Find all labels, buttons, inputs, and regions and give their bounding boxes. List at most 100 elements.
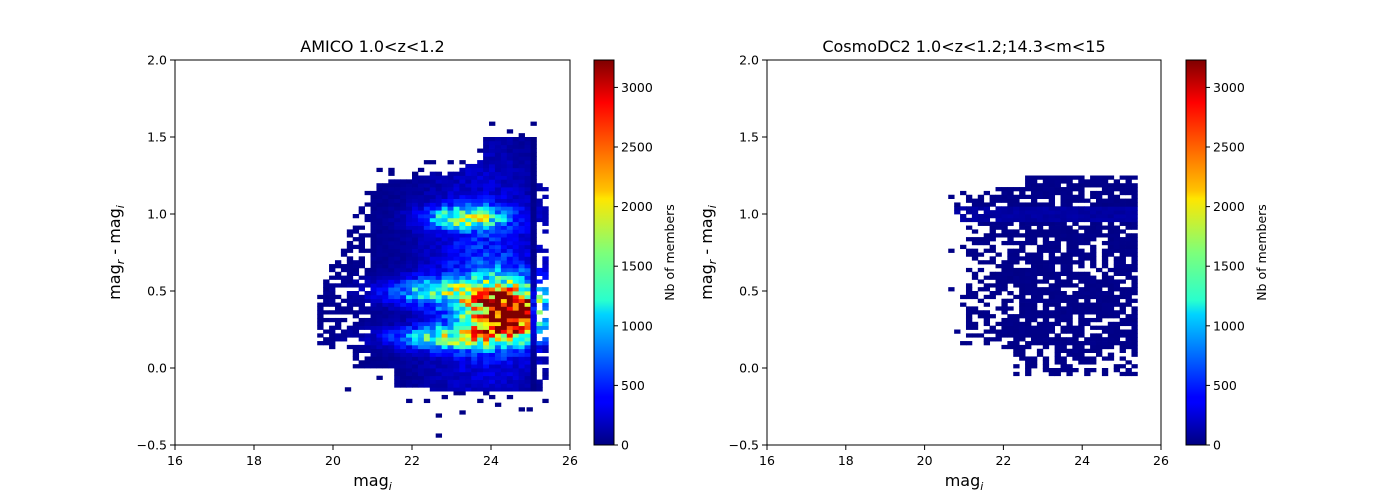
heatmap-cell (489, 148, 496, 153)
heatmap-cell (1072, 368, 1079, 373)
heatmap-cell (1030, 175, 1038, 180)
heatmap-cell (417, 325, 425, 330)
heatmap-cell (1131, 306, 1138, 311)
heatmap-cell (1084, 217, 1091, 223)
heatmap-cell (1036, 187, 1044, 192)
heatmap-cell (382, 264, 389, 269)
heatmap-cell (524, 140, 531, 146)
heatmap-cell (477, 314, 484, 319)
heatmap-cell (459, 344, 466, 350)
heatmap-cell (412, 302, 419, 307)
heatmap-cell (435, 360, 443, 365)
heatmap-cell (412, 267, 419, 273)
heatmap-cell (417, 244, 425, 250)
heatmap-cell (435, 368, 443, 373)
heatmap-cell (459, 267, 466, 273)
heatmap-cell (400, 329, 407, 334)
heatmap-cell (524, 298, 531, 303)
heatmap-cell (1019, 287, 1026, 292)
x-tick-label: 16 (759, 453, 775, 468)
heatmap-cell (536, 379, 543, 384)
heatmap-cell (435, 341, 443, 346)
heatmap-cell (400, 252, 407, 257)
heatmap-cell (406, 183, 413, 188)
heatmap-cell (471, 163, 478, 169)
heatmap-cell (465, 179, 472, 184)
heatmap-cell (1036, 229, 1044, 234)
heatmap-cell (435, 356, 443, 361)
heatmap-cell (400, 302, 407, 307)
heatmap-cell (1036, 287, 1044, 292)
heatmap-cell (429, 306, 437, 311)
heatmap-cell (512, 279, 520, 284)
heatmap-cell (542, 348, 549, 353)
heatmap-cell (471, 314, 478, 319)
heatmap-cell (1007, 271, 1014, 276)
heatmap-cell (465, 375, 472, 380)
heatmap-cell (334, 275, 342, 280)
heatmap-cell (965, 217, 973, 223)
heatmap-cell (1066, 260, 1073, 265)
heatmap-cell (441, 175, 448, 180)
heatmap-cell (376, 341, 383, 346)
heatmap-cell (983, 206, 991, 211)
heatmap-cell (489, 225, 496, 230)
heatmap-cell (494, 329, 502, 334)
heatmap-cell (965, 333, 973, 338)
heatmap-cell (1131, 233, 1138, 238)
heatmap-cell (1048, 337, 1056, 342)
heatmap-cell (441, 368, 448, 373)
heatmap-cell (382, 348, 389, 353)
heatmap-cell (346, 310, 354, 315)
heatmap-cell (1054, 229, 1061, 234)
heatmap-cell (1072, 233, 1079, 238)
heatmap-cell (429, 260, 437, 265)
heatmap-cell (971, 206, 979, 211)
heatmap-cell (382, 233, 389, 238)
heatmap-cell (1025, 233, 1032, 238)
heatmap-cell (489, 317, 496, 323)
heatmap-cell (960, 341, 967, 346)
heatmap-cell (423, 260, 431, 265)
heatmap-cell (406, 244, 413, 250)
heatmap-cell (1054, 298, 1061, 303)
heatmap-cell (429, 210, 437, 215)
heatmap-cell (494, 387, 502, 392)
heatmap-cell (1066, 202, 1073, 207)
heatmap-cell (1048, 175, 1056, 180)
heatmap-cell (358, 283, 365, 288)
heatmap-cell (1084, 225, 1091, 230)
heatmap-cell (412, 371, 419, 377)
heatmap-cell (1113, 271, 1121, 276)
heatmap-cell (471, 264, 478, 269)
heatmap-cell (1113, 244, 1121, 250)
heatmap-cell (471, 341, 478, 346)
heatmap-cell (1095, 314, 1103, 319)
heatmap-cell (1084, 368, 1091, 373)
heatmap-cell (1131, 210, 1138, 215)
heatmap-cell (340, 298, 348, 303)
heatmap-cell (1001, 260, 1008, 265)
heatmap-cell (447, 244, 454, 250)
heatmap-cell (1036, 321, 1044, 327)
heatmap-cell (1090, 341, 1097, 346)
heatmap-cell (1007, 298, 1014, 303)
heatmap-cell (1019, 217, 1026, 223)
heatmap-cell (435, 364, 443, 369)
heatmap-cell (512, 383, 520, 388)
heatmap-cell (512, 244, 520, 250)
heatmap-cell (1013, 344, 1020, 350)
heatmap-cell (370, 264, 377, 269)
heatmap-cell (453, 221, 460, 226)
heatmap-cell (1125, 190, 1132, 196)
heatmap-cell (489, 237, 496, 242)
heatmap-cell (1042, 368, 1050, 373)
heatmap-cell (494, 383, 502, 388)
heatmap-cell (340, 306, 348, 311)
heatmap-cell (512, 371, 520, 377)
heatmap-cell (1030, 275, 1038, 280)
heatmap-cell (1113, 214, 1121, 219)
heatmap-cell (323, 279, 330, 284)
heatmap-cell (536, 341, 543, 346)
heatmap-cell (435, 337, 443, 342)
